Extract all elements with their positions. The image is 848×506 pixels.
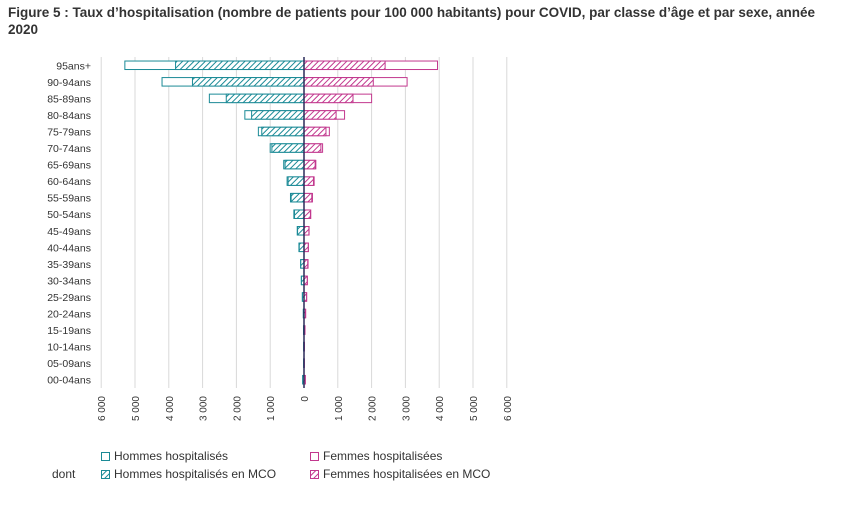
bar-femmes-mco xyxy=(303,77,374,87)
legend-swatch-hommes-hatched xyxy=(101,469,110,479)
legend-label-femmes-hospitalisees: Femmes hospitalisées xyxy=(323,449,443,463)
bar-hommes-mco xyxy=(284,159,305,170)
category-label: 85-89ans xyxy=(47,93,91,105)
bar-hommes-mco xyxy=(225,93,305,104)
bar-hommes-mco xyxy=(271,143,305,153)
legend-hommes-mco: Hommes hospitalisés en MCO xyxy=(101,467,276,481)
category-label: 35-39ans xyxy=(47,259,91,271)
category-label: 75-79ans xyxy=(47,126,91,138)
category-label: 20-24ans xyxy=(47,309,91,321)
bar-femmes-mco xyxy=(303,93,354,104)
x-tick-labels: 6 000 5 000 4 000 3 000 2 000 1 000 0 1 000 2 00… xyxy=(97,396,514,421)
legend-swatch-hommes-outline xyxy=(101,451,110,461)
category-label: 25-29ans xyxy=(47,292,91,304)
category-label: 40-44ans xyxy=(47,242,91,254)
grid-lines xyxy=(100,57,508,388)
bar-hommes-mco xyxy=(294,209,305,219)
category-label: 05-09ans xyxy=(47,358,91,370)
bar-femmes-mco xyxy=(303,60,386,71)
bar-hommes-mco xyxy=(297,226,305,236)
bar-femmes-mco xyxy=(303,143,322,153)
bar-hommes-mco xyxy=(287,176,305,186)
category-label: 70-74ans xyxy=(47,143,91,155)
x-tick-label: 0 xyxy=(300,396,311,402)
category-label: 60-64ans xyxy=(47,176,91,188)
category-label: 50-54ans xyxy=(47,209,91,221)
category-label: 65-69ans xyxy=(47,160,91,172)
legend-hommes-hospitalises: Hommes hospitalisés xyxy=(101,449,228,463)
chart-title: Figure 5 : Taux d’hospitalisation (nombr… xyxy=(8,5,815,37)
x-tick-label: 6 000 xyxy=(97,396,108,421)
legend-femmes-hospitalisees: Femmes hospitalisées xyxy=(310,449,442,463)
bar-femmes-mco xyxy=(303,176,314,186)
x-tick-label: 2 000 xyxy=(368,396,379,421)
bar-femmes-mco xyxy=(303,110,337,120)
category-label: 15-19ans xyxy=(47,325,91,337)
bar-hommes-mco xyxy=(251,110,305,120)
legend-label-hommes-mco: Hommes hospitalisés en MCO xyxy=(114,467,277,481)
x-tick-label: 1 000 xyxy=(266,396,277,421)
bar-hommes-mco xyxy=(175,60,305,71)
x-tick-label: 3 000 xyxy=(199,396,210,421)
category-labels: 95ans+ 90-94ans 85-89ans 80-84ans 75-79ans 70… xyxy=(47,60,91,386)
bar-hommes-mco xyxy=(261,126,305,137)
category-label: 95ans+ xyxy=(56,60,91,72)
category-label: 55-59ans xyxy=(47,193,91,205)
category-label: 00-04ans xyxy=(47,375,91,387)
pyramid-chart: 95ans+ 90-94ans 85-89ans 80-84ans 75-79ans 70… xyxy=(47,57,514,421)
x-tick-label: 1 000 xyxy=(334,396,345,421)
x-tick-label: 6 000 xyxy=(503,396,514,421)
bar-hommes-mco xyxy=(290,192,305,203)
legend-label-hommes-hospitalises: Hommes hospitalisés xyxy=(114,449,229,463)
legend-dont-label: dont xyxy=(52,467,76,481)
x-tick-label: 5 000 xyxy=(131,396,142,421)
bar-femmes-mco xyxy=(303,209,311,219)
bar-hommes-mco xyxy=(191,77,305,87)
bar-femmes-mco xyxy=(303,192,313,203)
x-tick-label: 3 000 xyxy=(401,396,412,421)
legend-swatch-femmes-hatched xyxy=(310,469,319,479)
x-tick-label: 4 000 xyxy=(435,396,446,421)
category-label: 90-94ans xyxy=(47,77,91,89)
x-tick-label: 2 000 xyxy=(232,396,243,421)
legend-swatch-femmes-outline xyxy=(310,451,319,461)
category-label: 80-84ans xyxy=(47,110,91,122)
x-tick-label: 5 000 xyxy=(469,396,480,421)
x-tick-label: 4 000 xyxy=(165,396,176,421)
bars xyxy=(124,57,439,388)
legend-femmes-mco: Femmes hospitalisées en MCO xyxy=(310,467,490,481)
bar-femmes-mco xyxy=(303,126,327,137)
category-label: 30-34ans xyxy=(47,275,91,287)
legend-label-femmes-mco: Femmes hospitalisées en MCO xyxy=(323,467,491,481)
category-label: 45-49ans xyxy=(47,226,91,238)
category-label: 10-14ans xyxy=(47,342,91,354)
bar-femmes-mco xyxy=(303,159,316,170)
